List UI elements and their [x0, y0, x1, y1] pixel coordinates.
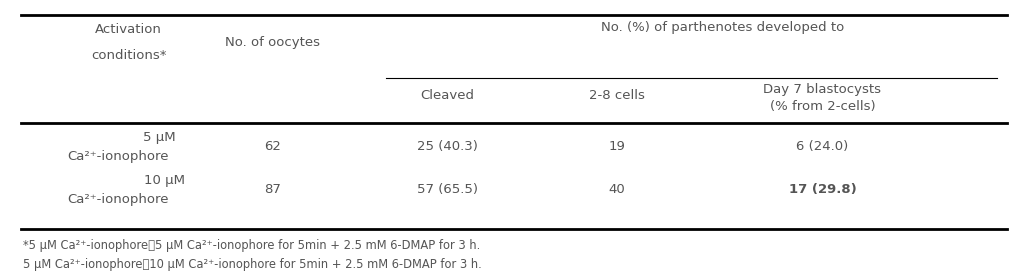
Text: 5 μM: 5 μM — [143, 131, 176, 143]
Text: No. (%) of parthenotes developed to: No. (%) of parthenotes developed to — [600, 21, 844, 34]
Text: 6 (24.0): 6 (24.0) — [797, 140, 848, 153]
Text: 2-8 cells: 2-8 cells — [589, 89, 645, 102]
Text: 62: 62 — [264, 140, 281, 153]
Text: 87: 87 — [264, 183, 281, 196]
Text: Activation: Activation — [95, 23, 162, 35]
Text: 57 (65.5): 57 (65.5) — [416, 183, 478, 196]
Text: 19: 19 — [609, 140, 625, 153]
Text: 5 μM Ca²⁺-ionophore：10 μM Ca²⁺-ionophore for 5min + 2.5 mM 6-DMAP for 3 h.: 5 μM Ca²⁺-ionophore：10 μM Ca²⁺-ionophore… — [23, 258, 481, 271]
Text: Ca²⁺-ionophore: Ca²⁺-ionophore — [68, 193, 169, 206]
Text: *5 μM Ca²⁺-ionophore：5 μM Ca²⁺-ionophore for 5min + 2.5 mM 6-DMAP for 3 h.: *5 μM Ca²⁺-ionophore：5 μM Ca²⁺-ionophore… — [23, 240, 480, 252]
Text: 17 (29.8): 17 (29.8) — [788, 183, 856, 196]
Text: Cleaved: Cleaved — [420, 89, 474, 102]
Text: Ca²⁺-ionophore: Ca²⁺-ionophore — [68, 150, 169, 163]
Text: 10 μM: 10 μM — [144, 174, 185, 186]
Text: conditions*: conditions* — [90, 49, 167, 62]
Text: No. of oocytes: No. of oocytes — [225, 37, 320, 49]
Text: 40: 40 — [609, 183, 625, 196]
Text: 25 (40.3): 25 (40.3) — [416, 140, 478, 153]
Text: Day 7 blastocysts
(% from 2-cells): Day 7 blastocysts (% from 2-cells) — [764, 83, 881, 113]
